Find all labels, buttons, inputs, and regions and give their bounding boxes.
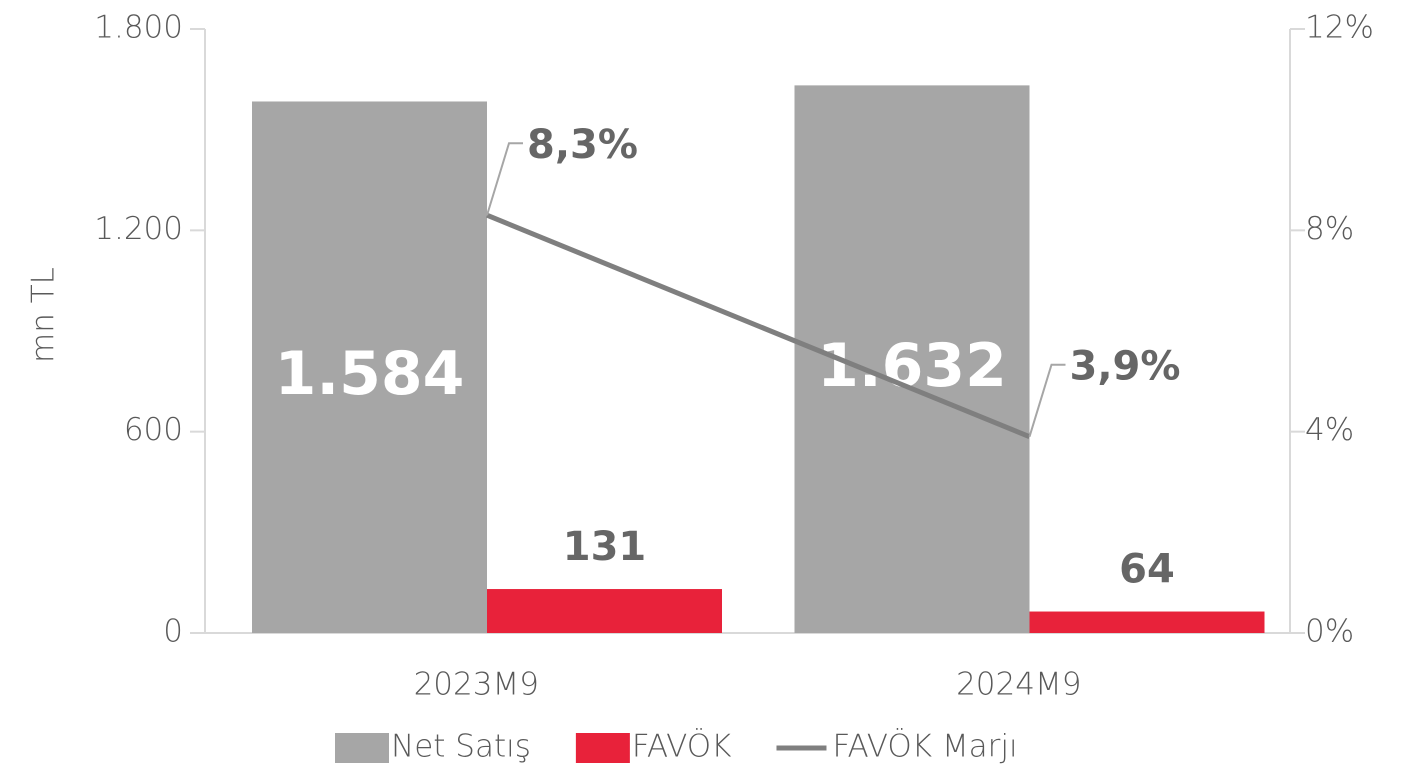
line-value-label: 8,3% (527, 122, 638, 168)
bar-value-label: 64 (1119, 547, 1175, 593)
y2-tick-label: 12% (1305, 10, 1374, 46)
y2-tick-label: 0% (1305, 614, 1354, 650)
y-tick-label: 1.200 (94, 211, 183, 247)
y-tick-label: 1.800 (94, 10, 183, 46)
legend-label: FAVÖK (632, 729, 732, 765)
y2-tick-label: 8% (1305, 211, 1354, 247)
bar-value-label: 131 (563, 524, 647, 570)
y2-tick-label: 4% (1305, 412, 1354, 448)
y-axis-title: mn TL (26, 267, 62, 363)
y-tick-label: 600 (124, 412, 183, 448)
x-tick-label: 2023M9 (414, 667, 539, 703)
bar (252, 101, 487, 634)
bar (1029, 611, 1265, 633)
legend-label: FAVÖK Marjı (832, 729, 1017, 765)
legend-label: Net Satış (391, 729, 531, 765)
bar (487, 589, 722, 633)
bar-value-label: 1.584 (275, 339, 465, 409)
leader-line (1028, 363, 1066, 437)
x-tick-label: 2024M9 (956, 667, 1081, 703)
line-value-label: 3,9% (1070, 344, 1181, 390)
legend-swatch (575, 733, 630, 763)
line (486, 212, 1031, 440)
legend-swatch (335, 733, 389, 763)
leader-line (486, 142, 523, 216)
y-tick-label: 0 (163, 614, 183, 650)
